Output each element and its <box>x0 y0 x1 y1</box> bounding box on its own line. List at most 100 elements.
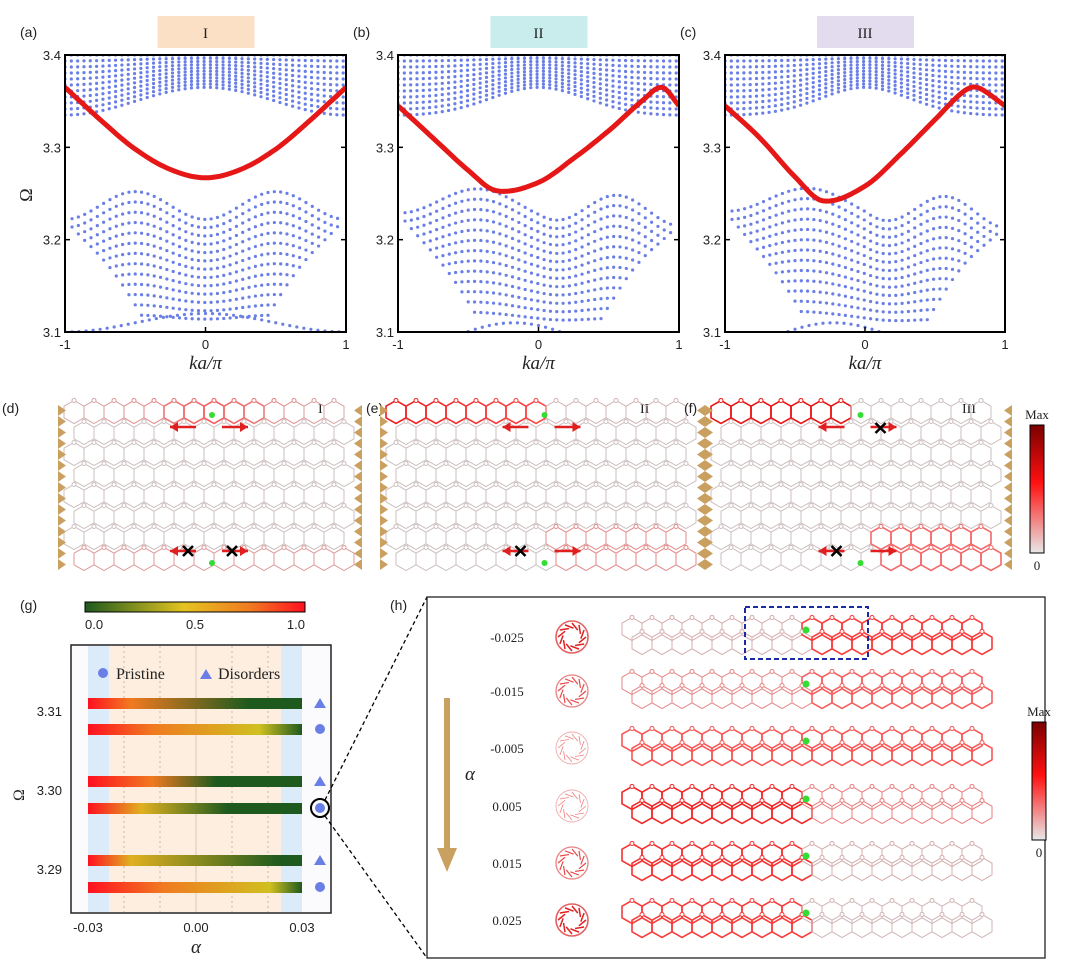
bulk-band-dot <box>171 251 175 255</box>
bulk-band-dot <box>754 106 759 110</box>
lattice-site <box>321 460 327 466</box>
lattice-cell <box>665 441 687 467</box>
bulk-band-dot <box>812 187 816 191</box>
bulk-band-dot <box>862 245 866 249</box>
bulk-band-dot <box>956 64 960 68</box>
bulk-band-dot <box>624 215 628 220</box>
arrow-head <box>502 546 511 556</box>
lattice-site <box>151 523 157 529</box>
bulk-band-dot <box>668 222 673 226</box>
bulk-band-dot <box>504 312 508 317</box>
bulk-band-dot <box>962 111 967 115</box>
bulk-band-dot <box>994 113 998 117</box>
bulk-band-dot <box>561 268 565 272</box>
absorbing-boundary <box>697 515 705 526</box>
bulk-band-dot <box>158 304 163 309</box>
bulk-band-dot <box>101 69 105 74</box>
bulk-band-dot <box>899 81 904 85</box>
bulk-band-dot <box>593 210 597 214</box>
bulk-band-dot <box>504 234 508 238</box>
bulk-band-dot <box>279 221 283 225</box>
bulk-band-dot <box>529 86 533 90</box>
lattice-site <box>271 439 277 445</box>
bulk-band-dot <box>786 69 790 73</box>
bulk-band-dot <box>843 246 848 250</box>
bulk-band-dot <box>228 263 232 267</box>
bulk-band-dot <box>316 70 320 74</box>
bulk-band-dot <box>164 60 168 65</box>
bulk-band-dot <box>272 303 276 307</box>
bulk-band-dot <box>234 78 238 82</box>
bulk-band-dot <box>836 60 841 64</box>
bulk-band-dot <box>409 95 413 99</box>
lattice-site <box>749 783 755 789</box>
bulk-band-dot <box>228 254 232 258</box>
bulk-band-dot <box>761 76 765 80</box>
lattice-site <box>838 439 844 445</box>
bulk-band-dot <box>894 319 898 323</box>
bulk-band-dot <box>969 207 974 211</box>
lattice-site <box>513 523 519 529</box>
lattice-site <box>699 739 705 745</box>
lattice-site <box>291 397 297 403</box>
bulk-band-dot <box>196 76 200 80</box>
bulk-band-dot <box>554 77 558 81</box>
bulk-band-dot <box>906 274 911 278</box>
bulk-band-dot <box>310 214 314 218</box>
bulk-band-dot <box>529 218 534 222</box>
bulk-band-dot <box>323 238 327 242</box>
bulk-band-dot <box>630 81 634 85</box>
lattice-site <box>463 418 469 424</box>
bulk-band-dot <box>101 108 105 112</box>
bulk-band-dot <box>121 283 125 287</box>
bulk-band-dot <box>548 317 553 322</box>
lattice-site <box>849 725 855 731</box>
bulk-band-dot <box>241 277 245 281</box>
bulk-band-dot <box>202 72 206 76</box>
lattice-site <box>938 439 944 445</box>
bulk-band-dot <box>542 249 546 253</box>
bulk-band-dot <box>900 275 904 280</box>
bulk-band-dot <box>962 64 967 69</box>
bulk-band-dot <box>560 85 564 89</box>
axes-frame <box>397 54 680 333</box>
bulk-band-dot <box>925 239 929 243</box>
bulk-band-dot <box>988 107 992 111</box>
bulk-band-dot <box>446 70 451 74</box>
bulk-band-dot <box>643 253 647 258</box>
bulk-band-dot <box>240 71 244 75</box>
lattice-site <box>798 481 804 487</box>
bulk-band-dot <box>485 239 489 243</box>
lattice-site <box>918 523 924 529</box>
lattice-site <box>81 544 87 550</box>
source-point <box>802 737 810 745</box>
lattice-cell <box>203 399 225 425</box>
lattice-site <box>938 481 944 487</box>
bulk-band-dot <box>542 215 546 219</box>
lattice-site <box>919 911 925 917</box>
bulk-band-dot <box>937 101 941 105</box>
bulk-band-dot <box>203 311 208 316</box>
bulk-band-dot <box>981 65 985 69</box>
bulk-band-dot <box>843 74 847 78</box>
bulk-band-dot <box>303 91 307 95</box>
bulk-band-dot <box>341 77 345 81</box>
bulk-band-dot <box>567 215 572 220</box>
bulk-band-dot <box>447 213 451 217</box>
bulk-band-dot <box>466 290 470 294</box>
bulk-band-dot <box>793 218 797 222</box>
bulk-band-dot <box>522 83 527 87</box>
bulk-band-dot <box>593 230 597 234</box>
y-tick-label: 3.31 <box>37 704 62 719</box>
bulk-band-dot <box>913 272 917 276</box>
lattice-cell <box>193 420 215 446</box>
bulk-band-dot <box>196 292 201 296</box>
lattice-site <box>623 418 629 424</box>
bulk-band-dot <box>297 90 301 94</box>
bulk-band-dot <box>113 69 118 73</box>
bulk-band-dot <box>592 94 596 98</box>
bulk-band-dot <box>893 87 897 91</box>
bulk-band-dot <box>674 113 678 117</box>
bulk-band-dot <box>491 57 495 61</box>
pattern-stroke <box>580 912 585 922</box>
